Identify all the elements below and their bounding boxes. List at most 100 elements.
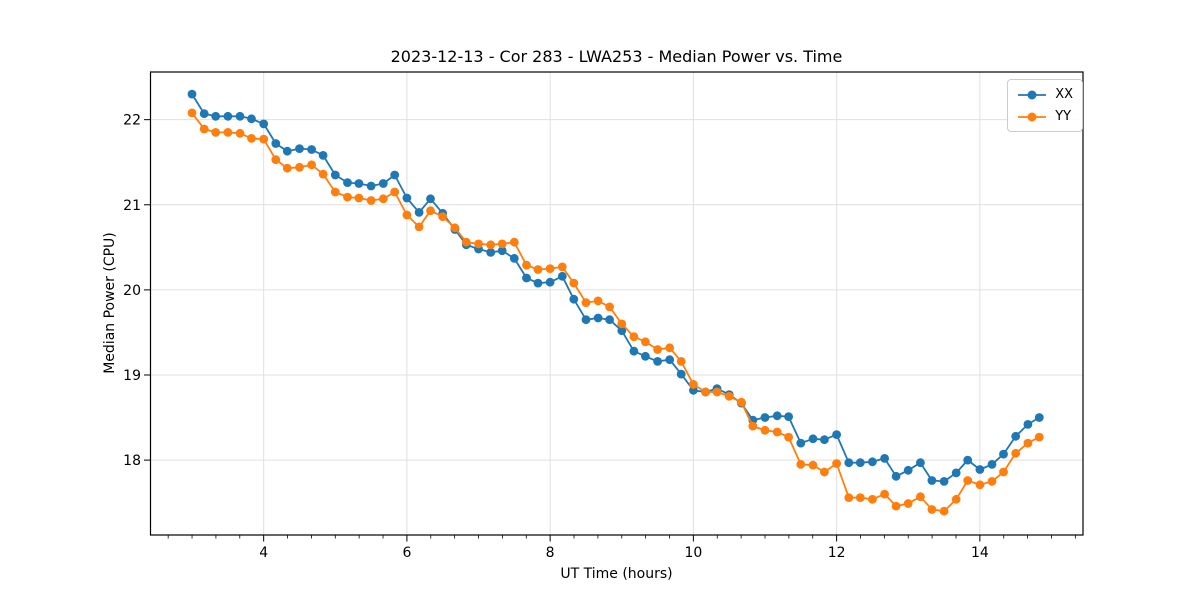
series-marker-xx bbox=[772, 411, 782, 421]
series-marker-yy bbox=[760, 425, 770, 435]
series-marker-xx bbox=[665, 355, 675, 365]
series-marker-yy bbox=[927, 505, 937, 514]
y-tick-label: 18 bbox=[123, 453, 141, 469]
series-marker-yy bbox=[737, 397, 746, 407]
plot-spines bbox=[149, 71, 1084, 536]
series-marker-yy bbox=[545, 264, 555, 273]
series-marker-yy bbox=[975, 480, 985, 490]
series-marker-yy bbox=[676, 357, 686, 366]
series-marker-yy bbox=[808, 460, 818, 470]
series-marker-xx bbox=[581, 315, 591, 325]
y-tick-label: 21 bbox=[123, 198, 141, 214]
series-marker-yy bbox=[855, 493, 865, 502]
series-marker-yy bbox=[605, 302, 614, 312]
series-marker-yy bbox=[951, 494, 961, 504]
series-marker-yy bbox=[187, 108, 197, 118]
series-marker-yy bbox=[486, 240, 496, 250]
series-marker-yy bbox=[497, 239, 507, 249]
legend-item-yy: YY bbox=[1017, 107, 1073, 126]
series-marker-yy bbox=[617, 319, 627, 329]
series-marker-xx bbox=[307, 145, 316, 154]
series-marker-yy bbox=[259, 134, 269, 144]
y-tick-label: 20 bbox=[123, 283, 141, 299]
series-marker-xx bbox=[629, 346, 639, 356]
series-marker-xx bbox=[593, 313, 603, 323]
series-marker-xx bbox=[1011, 431, 1021, 441]
series-marker-xx bbox=[295, 144, 304, 154]
series-marker-xx bbox=[868, 457, 877, 467]
series-marker-xx bbox=[545, 277, 555, 287]
x-tick-label: 8 bbox=[546, 545, 555, 561]
series-marker-xx bbox=[844, 458, 854, 468]
series-marker-yy bbox=[426, 206, 435, 216]
series-marker-xx bbox=[497, 246, 507, 256]
series-marker-yy bbox=[1034, 432, 1044, 442]
series-marker-yy bbox=[712, 387, 722, 397]
series-marker-xx bbox=[784, 412, 793, 422]
series-marker-xx bbox=[796, 438, 806, 448]
series-marker-yy bbox=[330, 187, 340, 197]
series-marker-yy bbox=[1023, 438, 1033, 448]
legend-label-yy: YY bbox=[1055, 109, 1072, 124]
x-tick-label: 14 bbox=[971, 545, 989, 561]
series-marker-yy bbox=[318, 169, 328, 179]
series-marker-yy bbox=[271, 155, 281, 165]
series-marker-yy bbox=[235, 128, 245, 138]
legend: XX YY bbox=[1007, 79, 1083, 132]
series-marker-yy bbox=[963, 476, 973, 485]
series-marker-yy bbox=[724, 391, 734, 401]
series-marker-xx bbox=[402, 193, 412, 203]
series-marker-xx bbox=[199, 109, 209, 119]
series-marker-yy bbox=[844, 493, 854, 502]
series-marker-xx bbox=[378, 179, 388, 188]
series-marker-yy bbox=[509, 237, 519, 247]
series-marker-yy bbox=[390, 187, 400, 197]
series-marker-yy bbox=[689, 380, 698, 389]
series-marker-xx bbox=[963, 455, 973, 465]
series-marker-xx bbox=[223, 111, 233, 121]
x-tick-label: 10 bbox=[684, 545, 702, 561]
series-marker-yy bbox=[450, 223, 460, 233]
series-marker-xx bbox=[999, 449, 1008, 459]
series-marker-xx bbox=[641, 351, 650, 361]
series-marker-yy bbox=[796, 460, 806, 469]
series-marker-yy bbox=[533, 265, 543, 274]
series-marker-xx bbox=[366, 181, 376, 191]
series-marker-xx bbox=[855, 458, 865, 468]
series-marker-yy bbox=[641, 337, 650, 347]
series-marker-yy bbox=[665, 343, 675, 353]
series-marker-yy bbox=[868, 494, 877, 504]
series-marker-yy bbox=[402, 210, 412, 220]
series-marker-yy bbox=[653, 345, 662, 354]
series-marker-yy bbox=[247, 134, 256, 143]
series-marker-xx bbox=[390, 170, 400, 180]
series-marker-yy bbox=[939, 506, 949, 516]
series-marker-xx bbox=[939, 477, 949, 486]
series-marker-yy bbox=[987, 477, 997, 486]
series-marker-yy bbox=[916, 492, 925, 502]
series-marker-yy bbox=[581, 298, 591, 307]
series-marker-yy bbox=[414, 222, 424, 232]
series-marker-yy bbox=[211, 127, 221, 137]
series-marker-xx bbox=[880, 454, 889, 463]
series-marker-yy bbox=[820, 467, 829, 477]
series-marker-yy bbox=[295, 162, 304, 172]
series-marker-yy bbox=[629, 332, 639, 342]
series-marker-xx bbox=[832, 430, 841, 439]
series-marker-xx bbox=[653, 357, 662, 366]
series-marker-xx bbox=[676, 369, 686, 379]
y-tick-label: 22 bbox=[123, 113, 141, 129]
series-marker-yy bbox=[748, 421, 758, 431]
series-marker-yy bbox=[1011, 448, 1021, 458]
series-marker-xx bbox=[569, 294, 579, 304]
series-marker-xx bbox=[916, 458, 925, 468]
series-marker-xx bbox=[509, 254, 519, 263]
y-tick-label: 19 bbox=[123, 368, 141, 384]
series-line-xx bbox=[191, 93, 1040, 483]
series-marker-xx bbox=[211, 111, 221, 121]
series-marker-yy bbox=[701, 387, 710, 397]
series-marker-yy bbox=[461, 237, 471, 247]
chart-title: 2023-12-13 - Cor 283 - LWA253 - Median P… bbox=[390, 47, 843, 66]
series-marker-xx bbox=[330, 170, 340, 180]
series-marker-xx bbox=[617, 326, 627, 336]
